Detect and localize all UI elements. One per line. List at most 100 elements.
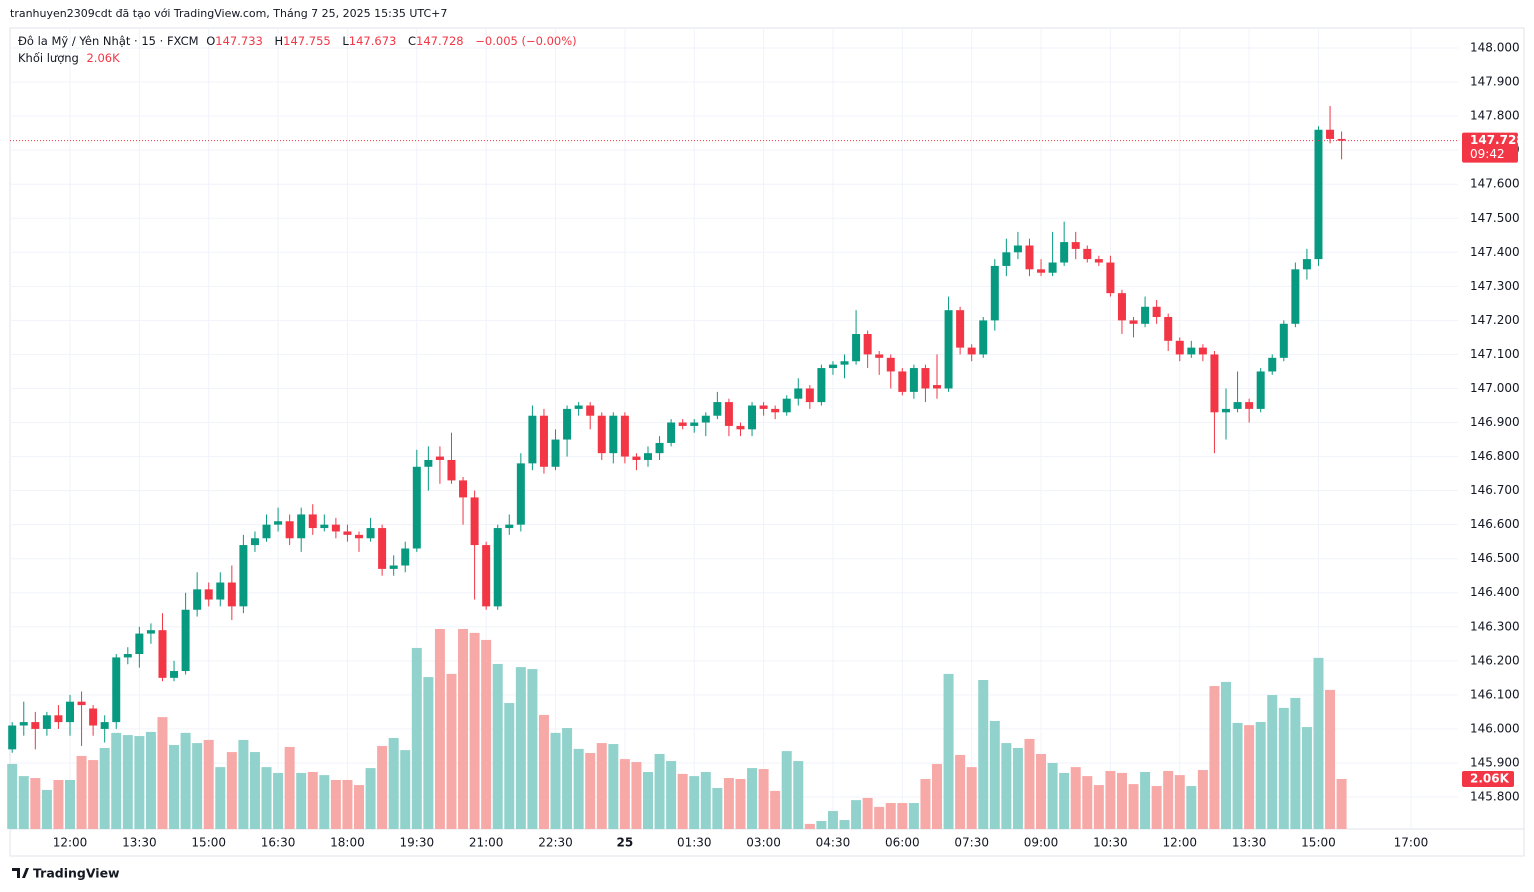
h-letter: H — [274, 34, 284, 48]
candle-body — [505, 524, 514, 529]
grid — [10, 28, 1458, 829]
volume-bar — [573, 748, 584, 829]
candle-body — [886, 357, 895, 372]
volume-bar — [562, 728, 573, 829]
candle-body — [644, 453, 652, 460]
candle-body — [31, 722, 40, 729]
x-tick-label: 06:00 — [885, 836, 920, 850]
x-tick-label: 19:30 — [400, 836, 435, 850]
candle-body — [1002, 252, 1011, 266]
y-tick-label: 145.800 — [1470, 789, 1520, 803]
volume-bar — [1278, 707, 1289, 829]
volume-bar — [781, 751, 792, 829]
volume-bar — [585, 753, 596, 829]
volume-bar — [203, 739, 214, 829]
candle-body — [713, 402, 722, 416]
y-tick-label: 147.400 — [1470, 245, 1520, 259]
volume-bar — [816, 820, 827, 829]
candle-body — [748, 405, 757, 430]
candle-body — [1291, 269, 1300, 324]
candle-body — [678, 422, 687, 426]
candle-body — [158, 630, 167, 678]
x-tick-label: 01:30 — [677, 836, 712, 850]
candle-body — [979, 320, 988, 355]
candle-body — [123, 654, 132, 658]
volume-bar — [354, 785, 364, 829]
candle-body — [898, 371, 907, 392]
candle-body — [227, 582, 236, 607]
x-tick-label: 22:30 — [538, 836, 573, 850]
volume-bar — [30, 778, 41, 829]
volume-bar — [908, 803, 919, 829]
volume-bar — [423, 677, 434, 829]
candle-body — [401, 548, 410, 566]
volume-bar — [689, 776, 700, 829]
candle-body — [1245, 402, 1254, 409]
candle-body — [204, 589, 213, 600]
volume-bar — [157, 717, 168, 829]
candle-body — [366, 528, 375, 539]
candle-body — [516, 463, 525, 525]
candle-body — [1025, 245, 1034, 270]
y-tick-label: 147.100 — [1470, 347, 1520, 361]
volume-bar — [550, 732, 561, 829]
volume-bar — [758, 769, 769, 829]
candle-body — [1060, 242, 1069, 263]
candles — [8, 105, 1346, 753]
volume-bar — [307, 771, 318, 829]
volume-bar — [261, 767, 272, 829]
x-tick-label: 25 — [617, 836, 634, 850]
volume-bar — [296, 772, 307, 829]
candle-body — [909, 368, 918, 392]
candle-body — [146, 630, 155, 634]
volume-bar — [827, 811, 838, 829]
volume-bar — [434, 629, 445, 829]
volume-bar — [1082, 776, 1093, 829]
volume-bar — [1232, 722, 1243, 829]
volume-bar — [943, 673, 954, 829]
chart-frame — [9, 27, 1525, 857]
volume-bar — [631, 762, 642, 829]
c-letter: C — [408, 34, 417, 48]
volume-bar — [839, 820, 850, 829]
y-tick-label: 146.400 — [1470, 585, 1520, 599]
volume-bar — [330, 779, 341, 829]
candle-body — [1083, 248, 1092, 260]
candle-body — [574, 405, 583, 409]
x-tick-label: 13:30 — [122, 836, 157, 850]
candle-body — [378, 528, 387, 569]
candle-body — [1013, 245, 1022, 253]
candle-body — [933, 385, 941, 389]
y-tick-label: 146.600 — [1470, 517, 1520, 531]
volume-bar — [1116, 772, 1127, 829]
candle-body — [690, 422, 699, 426]
candle-body — [412, 466, 421, 549]
volume-bar — [538, 714, 549, 829]
volume-bar — [1186, 786, 1197, 829]
candle-body — [782, 398, 791, 413]
candle-body — [1175, 340, 1184, 355]
volume-bar — [111, 732, 122, 829]
volume-bar — [1001, 743, 1012, 829]
volume-bar — [1244, 725, 1255, 829]
candle-body — [274, 521, 283, 525]
candle-body — [701, 415, 710, 423]
legend-row: Đô la Mỹ / Yên Nhật · 15 · FXCM O147.733… — [18, 34, 581, 48]
volume-bar — [1197, 770, 1208, 829]
x-tick-label: 07:30 — [954, 836, 989, 850]
candle-body — [250, 538, 259, 546]
candle-body — [794, 388, 803, 399]
c-value: 147.728 — [416, 34, 464, 48]
candle-body — [1106, 262, 1115, 294]
candle-body — [239, 545, 248, 607]
y-tick-label: 147.000 — [1470, 381, 1520, 395]
candle-body — [297, 514, 306, 539]
candle-body — [343, 531, 352, 535]
y-tick-label: 146.300 — [1470, 619, 1520, 633]
candle-body — [493, 528, 502, 607]
volume-bar — [1105, 770, 1116, 829]
candle-body — [1279, 323, 1288, 358]
volume-bar — [249, 752, 260, 829]
ohlc: L147.673 — [342, 34, 400, 48]
